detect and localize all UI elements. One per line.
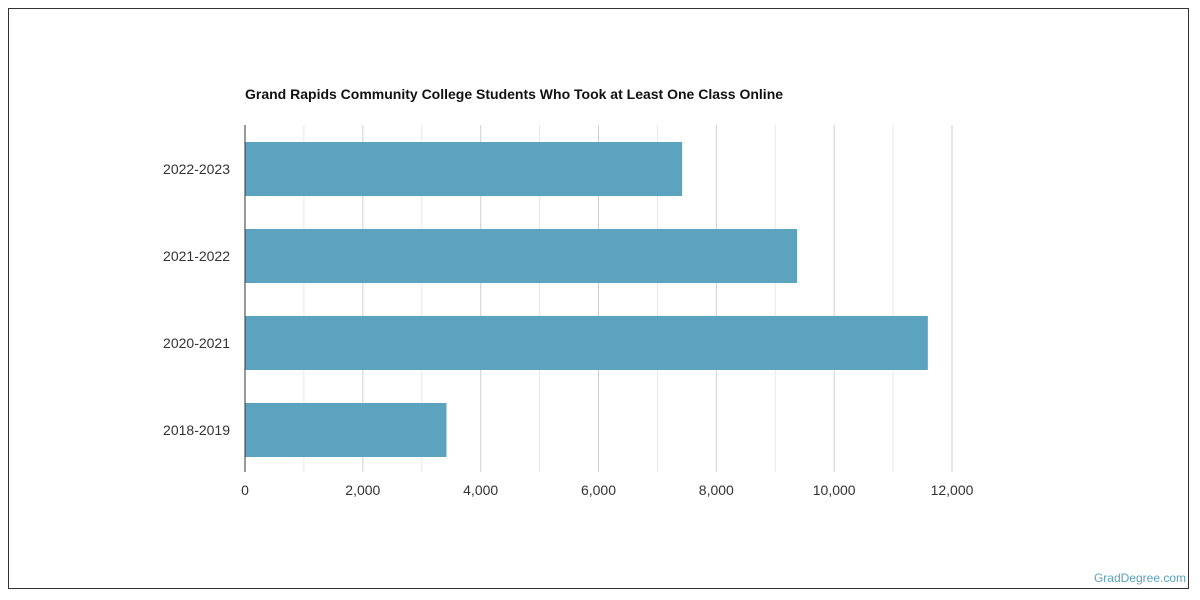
category-label: 2021-2022 [163,248,230,264]
x-tick-label: 0 [241,482,249,498]
x-tick-label: 2,000 [345,482,380,498]
bar-2020-2021[interactable] [245,316,928,370]
bar-2018-2019[interactable] [245,403,447,457]
category-label: 2020-2021 [163,335,230,351]
credit-link[interactable]: GradDegree.com [1093,571,1186,585]
category-label: 2022-2023 [163,161,230,177]
chart-title: Grand Rapids Community College Students … [245,86,783,102]
category-labels: 2022-2023 2021-2022 2020-2021 2018-2019 [163,161,230,438]
x-tick-label: 6,000 [581,482,616,498]
x-tick-label: 10,000 [813,482,856,498]
x-tick-labels: 0 2,000 4,000 6,000 8,000 10,000 12,000 [241,482,974,498]
bars [245,142,928,457]
category-label: 2018-2019 [163,422,230,438]
x-tick-label: 8,000 [699,482,734,498]
bar-2022-2023[interactable] [245,142,683,196]
x-tick-label: 4,000 [463,482,498,498]
bar-2021-2022[interactable] [245,229,798,283]
x-tick-label: 12,000 [931,482,974,498]
